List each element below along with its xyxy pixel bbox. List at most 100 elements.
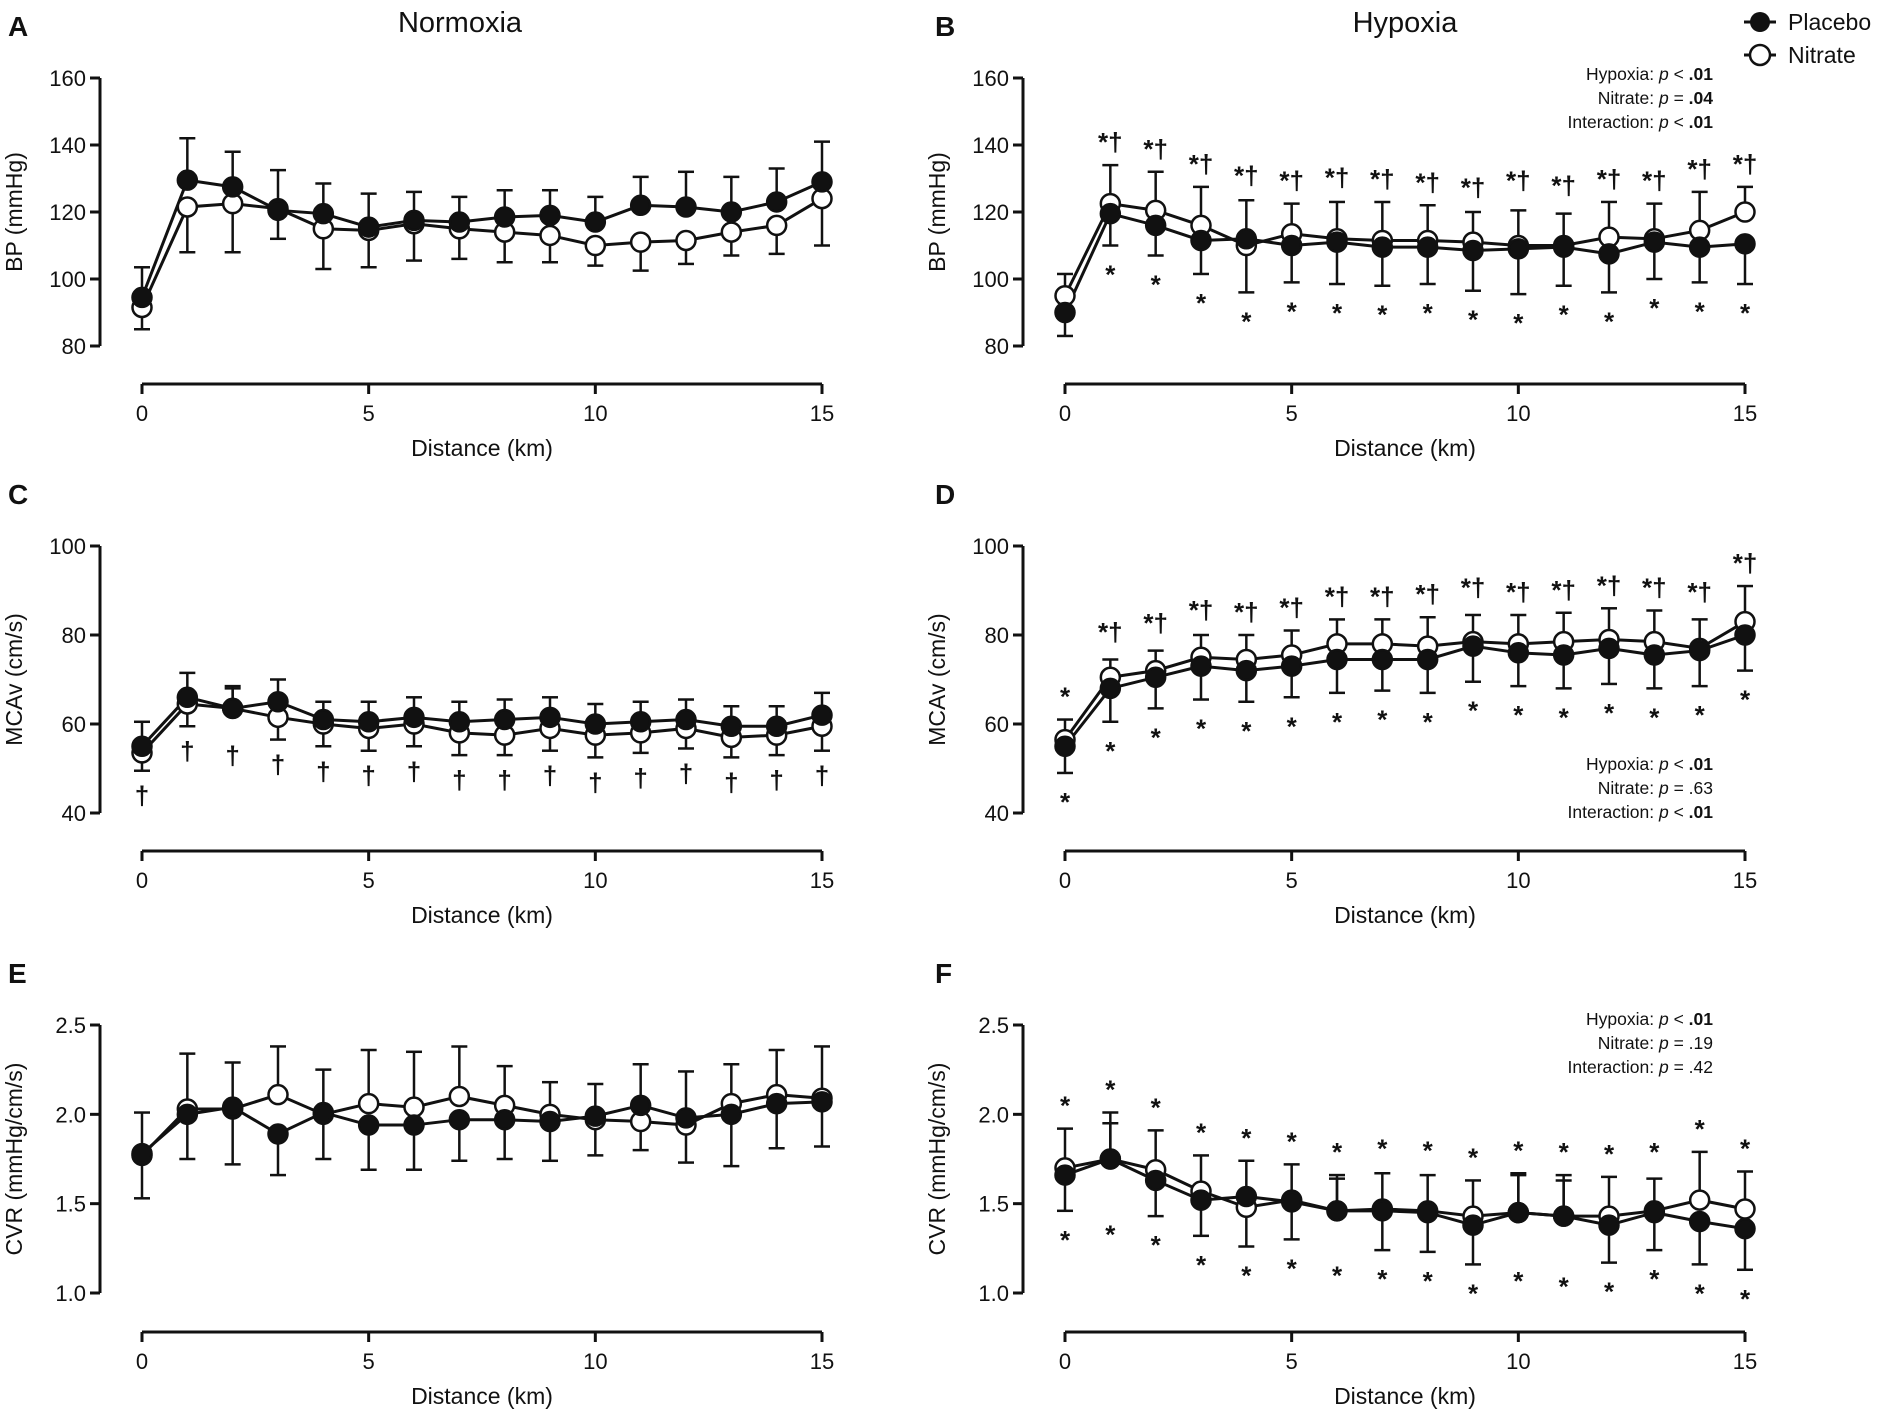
panel-d-annotation-upper: *† [1551, 575, 1576, 605]
panel-a-nitrate-point [539, 224, 561, 247]
panel-a-placebo-point [176, 169, 199, 191]
panel-f-x-tick-label: 0 [1059, 1349, 1071, 1374]
panel-e-nitrate-point [267, 1083, 289, 1106]
panel-d-annotation-upper: * [1060, 682, 1071, 712]
panel-b: B 80 100 120 140 160 BP (mmHg) 0 5 10 15 Distance (… [924, 11, 1757, 461]
panel-a-placebo-point [357, 216, 380, 238]
panel-d-placebo-point [1643, 644, 1666, 666]
panel-b-annotation-lower: * [1241, 306, 1252, 336]
panel-f-placebo-point [1280, 1191, 1303, 1213]
panel-b-placebo-point [1144, 214, 1167, 237]
panel-c-placebo-point [584, 713, 607, 735]
panel-d-y-tick-label: 80 [985, 623, 1009, 648]
panel-f-placebo-point [1099, 1148, 1122, 1170]
panel-d-y-tick-label: 100 [972, 534, 1009, 559]
panel-c-annotation-lower: † [815, 761, 829, 791]
panel-d-stat-line: Hypoxia: p < .01 [1586, 754, 1713, 774]
panel-e-x-label: Distance (km) [411, 1383, 553, 1409]
panel-b-annotation-upper: *† [1642, 166, 1667, 196]
panel-b-annotation-lower: * [1649, 293, 1660, 323]
panel-e-x-tick-label: 5 [363, 1349, 375, 1374]
panel-d-annotation-upper: *† [1642, 573, 1667, 603]
panel-f-annotation-lower: * [1332, 1261, 1343, 1291]
panel-f-annotation-upper: * [1287, 1126, 1298, 1156]
column-title-normoxia: Normoxia [398, 7, 523, 39]
panel-b-annotation-lower: * [1559, 300, 1570, 330]
panel-d-placebo-line [1063, 633, 1746, 748]
panel-f-stat-value: .01 [1689, 1009, 1714, 1029]
panel-c-annotation-lower: † [407, 756, 421, 786]
panel-b-placebo-line [1063, 211, 1746, 314]
panel-b-stat-line: Hypoxia: p < .01 [1586, 64, 1713, 84]
panel-e-placebo-point [267, 1123, 289, 1145]
panel-f-y-tick-label: 2.5 [978, 1013, 1009, 1038]
panel-d-stat-op: < [1669, 754, 1689, 774]
panel-f-placebo-point [1462, 1214, 1484, 1236]
panel-e-placebo-point [221, 1096, 244, 1118]
panel-f-annotation-upper: * [1151, 1092, 1162, 1122]
panel-d-annotation-upper: *† [1143, 608, 1168, 638]
panel-a-x-tick-label: 15 [810, 401, 834, 426]
panel-d-placebo-point [1734, 624, 1756, 646]
panel-f-annotation-upper: * [1559, 1137, 1570, 1167]
panel-b-letter: B [935, 11, 955, 42]
panel-b-annotation-lower: * [1105, 260, 1116, 290]
panel-a: A 80 100 120 140 160 BP (mmHg) 0 5 10 15 Distance (… [1, 11, 834, 461]
column-title-hypoxia: Hypoxia [1353, 7, 1459, 39]
panel-d-annotation-lower: * [1196, 714, 1207, 744]
panel-f-stat-line: Nitrate: p = .19 [1598, 1033, 1713, 1053]
panel-f-stat-op: < [1669, 1009, 1689, 1029]
panel-c-placebo-point [539, 706, 561, 729]
panel-d-annotation-lower: * [1740, 685, 1751, 715]
panel-b-stat-p: p [1658, 112, 1669, 132]
panel-f-stat-op: = [1669, 1033, 1689, 1053]
panel-f-annotation-upper: * [1377, 1134, 1388, 1164]
panel-b-annotation-lower: * [1151, 270, 1162, 300]
panel-f-annotation-lower: * [1287, 1253, 1298, 1283]
panel-c-placebo-point [675, 708, 697, 731]
panel-b-placebo-point [1280, 234, 1303, 257]
panel-a-placebo-point [629, 194, 652, 217]
panel-b-placebo-point [1462, 239, 1484, 262]
panel-f-x-tick-label: 5 [1286, 1349, 1298, 1374]
panel-b-stat-name: Interaction: [1568, 112, 1659, 132]
panel-f-y-tick-label: 1.0 [978, 1281, 1009, 1306]
panel-b-stat-name: Hypoxia: [1586, 64, 1659, 84]
panel-f-annotation-upper: * [1196, 1117, 1207, 1147]
panel-d-placebo-point [1144, 666, 1167, 689]
panel-b-x-tick-label: 15 [1733, 401, 1757, 426]
panel-f-placebo-point [1054, 1164, 1076, 1186]
panel-d-placebo-point [1235, 659, 1258, 682]
panel-d-x-tick-label: 10 [1506, 868, 1530, 893]
panel-e-placebo-point [675, 1107, 697, 1129]
panel-a-y-tick-label: 100 [49, 267, 86, 292]
panel-b-annotation-upper: *† [1597, 164, 1622, 194]
panel-f-stat-name: Nitrate: [1598, 1033, 1659, 1053]
panel-c-x-tick-label: 15 [810, 868, 834, 893]
panel-b-placebo-point [1326, 231, 1348, 253]
panel-d-annotation-lower: * [1423, 707, 1434, 737]
legend-placebo-label: Placebo [1788, 9, 1871, 35]
panel-b-annotation-upper: *† [1551, 171, 1576, 201]
panel-d-stat-value: .01 [1689, 754, 1714, 774]
panel-f-placebo-point [1507, 1201, 1530, 1224]
panel-c-annotation-lower: † [361, 761, 375, 791]
panel-a-placebo-point [448, 211, 471, 233]
panel-f-annotation-lower: * [1604, 1277, 1615, 1307]
panel-d-placebo-point [1598, 637, 1620, 660]
panel-b-placebo-point [1734, 233, 1756, 255]
panel-d-annotation-lower: * [1287, 711, 1298, 741]
panel-f-placebo-point [1552, 1205, 1575, 1227]
panel-b-annotation-upper: *† [1234, 161, 1259, 191]
panel-c-annotation-lower: † [271, 750, 285, 780]
panel-d-letter: D [935, 479, 955, 510]
panel-d-annotation-lower: * [1241, 716, 1252, 746]
panel-c-annotation-lower: † [225, 741, 239, 771]
panel-b-placebo-point [1643, 231, 1666, 253]
panel-b-annotation-lower: * [1740, 298, 1751, 328]
panel-b-annotation-lower: * [1604, 306, 1615, 336]
panel-b-y-tick-label: 120 [972, 200, 1009, 225]
panel-f-annotation-upper: * [1105, 1075, 1116, 1105]
panel-e-placebo-point [403, 1114, 425, 1136]
